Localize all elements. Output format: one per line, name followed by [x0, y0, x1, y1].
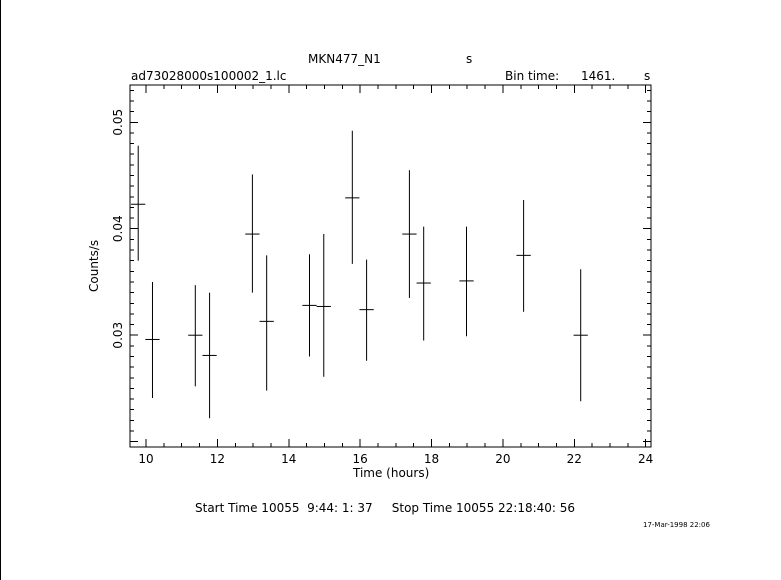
data-point	[131, 145, 146, 261]
data-point	[145, 281, 160, 399]
data-point	[402, 170, 417, 298]
window-left-border	[0, 0, 1, 580]
bin-time-unit: s	[644, 69, 651, 83]
data-point	[416, 226, 431, 341]
data-point	[202, 292, 217, 419]
y-axis-label: Counts/s	[87, 239, 101, 292]
x-tick-label: 22	[567, 452, 582, 466]
x-tick-label: 12	[210, 452, 225, 466]
chart-title: MKN477_N1	[308, 52, 381, 66]
data-point	[516, 199, 531, 312]
y-tick-label: 0.03	[111, 322, 125, 349]
x-tick-label: 16	[353, 452, 368, 466]
bin-time-value: 1461.	[581, 69, 616, 83]
filename-label: ad73028000s100002_1.lc	[131, 69, 287, 83]
x-tick-label: 20	[495, 452, 510, 466]
data-point	[188, 285, 203, 387]
data-point	[259, 255, 274, 391]
data-point	[302, 254, 317, 357]
y-tick-label: 0.05	[111, 109, 125, 136]
start-stop-time: Start Time 10055 9:44: 1: 37 Stop Time 1…	[195, 501, 576, 515]
x-tick-label: 10	[138, 452, 153, 466]
data-point	[459, 226, 474, 337]
title-unit: s	[466, 52, 473, 66]
data-point	[573, 269, 588, 402]
data-point	[245, 174, 260, 293]
bin-time-label: Bin time:	[505, 69, 560, 83]
data-point	[345, 130, 360, 264]
plot-frame	[129, 84, 652, 448]
x-tick-label: 18	[424, 452, 439, 466]
data-point	[316, 234, 331, 377]
x-tick-label: 14	[281, 452, 296, 466]
plot-timestamp: 17-Mar-1998 22:06	[643, 521, 710, 529]
y-tick-label: 0.04	[111, 215, 125, 242]
x-axis-label: Time (hours)	[353, 466, 430, 480]
data-point	[359, 259, 374, 361]
x-tick-label: 24	[638, 452, 653, 466]
